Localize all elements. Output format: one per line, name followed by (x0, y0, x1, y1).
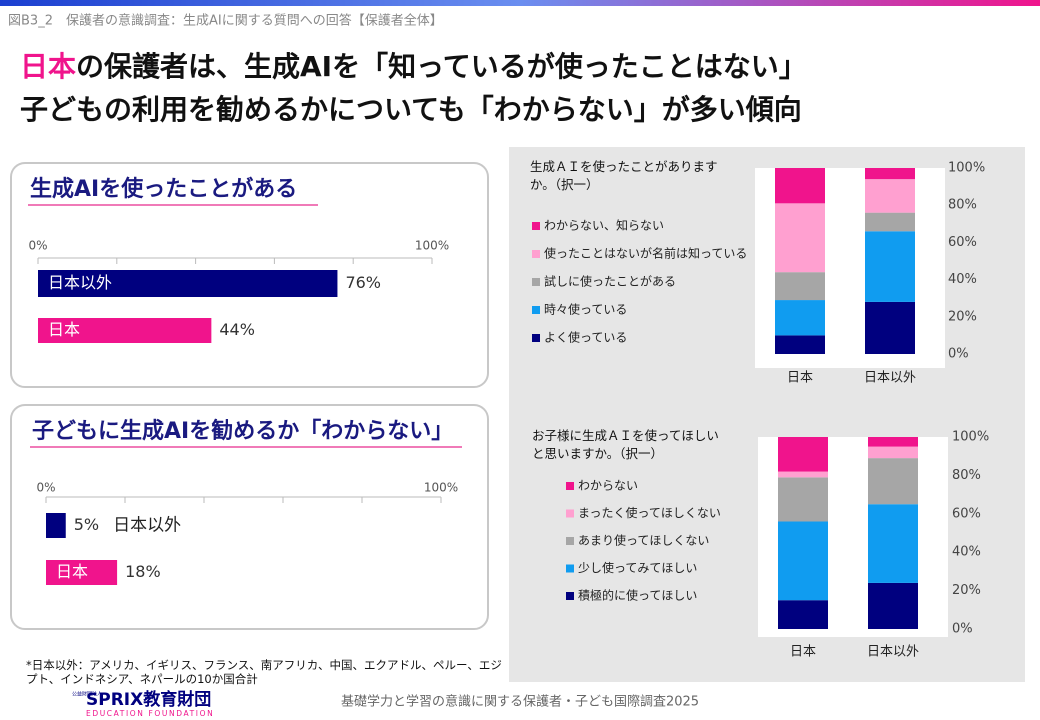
y-tick-label: 0% (952, 622, 973, 637)
logo-suffix: 教育財団 (142, 689, 211, 710)
category-label: 日本 (48, 320, 80, 339)
legend-swatch (566, 564, 574, 573)
legend-swatch (566, 509, 574, 518)
value-label: 76% (345, 273, 381, 292)
chart-title: 子どもに生成AIを勧めるか「わからない」 (32, 418, 453, 444)
bar-segment (868, 458, 918, 505)
legend-label: 積極的に使ってほしい (578, 588, 697, 603)
bar-segment (865, 179, 915, 213)
bar-segment (778, 471, 828, 478)
y-tick-label: 80% (948, 198, 977, 213)
footer: 基礎学力と学習の意識に関する保護者・子ども国際調査2025 (341, 694, 699, 710)
bar-segment (778, 477, 828, 522)
x-tick-label: 100% (424, 481, 458, 495)
bar-segment (868, 446, 918, 459)
legend-label: わからない、知らない (544, 219, 664, 233)
legend-swatch (532, 222, 540, 230)
legend-swatch (566, 592, 574, 600)
x-tick-label: 0% (28, 239, 47, 253)
footnote: *日本以外：アメリカ、イギリス、フランス、南アフリカ、中国、エクアドル、ペルー、… (26, 658, 502, 686)
value-label: 44% (219, 320, 255, 339)
legend-label: よく使っている (544, 330, 627, 345)
bar-segment (865, 231, 915, 302)
y-tick-label: 60% (952, 506, 981, 521)
top-bar (0, 0, 1040, 6)
bar-segment (775, 168, 825, 204)
y-tick-label: 20% (948, 309, 977, 324)
category-label: 日本以外 (113, 516, 181, 536)
x-tick-label: 0% (36, 481, 55, 495)
headline-accent: 日本 (20, 50, 76, 83)
legend-swatch (532, 250, 540, 258)
bar-segment (775, 335, 825, 354)
logo-name: SPRIX (86, 690, 143, 710)
legend-label: 時々使っている (544, 302, 627, 317)
y-tick-label: 100% (952, 430, 989, 445)
legend-label: わからない (578, 479, 638, 493)
headline-rest: の保護者は、生成AIを「知っているが使ったことはない」 (76, 50, 807, 83)
bar-segment (775, 272, 825, 301)
y-tick-label: 0% (948, 347, 969, 362)
bar-segment (868, 582, 918, 629)
legend-swatch (532, 306, 540, 314)
bar-segment (778, 521, 828, 601)
y-tick-label: 60% (948, 235, 977, 250)
bar-segment (775, 300, 825, 336)
x-tick-label: 日本 (787, 371, 813, 386)
bar-segment (778, 437, 828, 472)
headline: 子どもの利用を勧めるかについても「わからない」が多い傾向 (20, 93, 802, 126)
headline: 日本の保護者は、生成AIを「知っているが使ったことはない」 (20, 50, 807, 83)
bar-segment (868, 437, 918, 447)
bar (38, 270, 338, 297)
chart-title: 生成ＡＩを使ったことがありますか。（択一） (530, 159, 718, 192)
bar-segment (865, 212, 915, 232)
legend-swatch (532, 334, 540, 342)
bar-segment (865, 168, 915, 180)
legend-swatch (566, 482, 574, 490)
x-tick-label: 100% (415, 239, 449, 253)
y-tick-label: 80% (952, 468, 981, 483)
logo-sub: EDUCATION FOUNDATION (86, 709, 214, 718)
y-tick-label: 40% (948, 272, 977, 287)
legend-swatch (532, 278, 540, 286)
value-label: 5% (74, 515, 99, 534)
legend-label: まったく使ってほしくない (578, 505, 721, 520)
logo: SPRIX教育財団 (86, 689, 211, 710)
bar-segment (868, 504, 918, 583)
caption: 図B3_2 保護者の意識調査：生成AIに関する質問への回答【保護者全体】 (8, 13, 443, 29)
bar (38, 318, 212, 343)
x-tick-label: 日本 (790, 645, 816, 660)
legend-label: 使ったことはないが名前は知っている (544, 246, 747, 261)
legend-swatch (566, 537, 574, 545)
y-tick-label: 40% (952, 545, 981, 560)
chart-title: 生成AIを使ったことがある (30, 176, 297, 202)
legend-label: 少し使ってみてほしい (578, 560, 697, 575)
bar (46, 513, 66, 538)
category-label: 日本 (56, 562, 88, 581)
y-tick-label: 20% (952, 583, 981, 598)
legend-label: あまり使ってほしくない (578, 533, 709, 548)
x-tick-label: 日本以外 (864, 371, 916, 386)
logo-org: 公益財団法人 (72, 691, 102, 698)
bar-segment (865, 301, 915, 354)
legend-label: 試しに使ったことがある (544, 274, 676, 289)
x-tick-label: 日本以外 (867, 645, 919, 660)
bar-segment (775, 203, 825, 273)
bar-segment (778, 600, 828, 629)
category-label: 日本以外 (48, 273, 112, 292)
value-label: 18% (125, 562, 161, 581)
y-tick-label: 100% (948, 161, 985, 176)
panel (10, 404, 489, 630)
chart-title: お子様に生成ＡＩを使ってほしいと思いますか。（択一） (532, 428, 719, 461)
bar (46, 560, 118, 585)
